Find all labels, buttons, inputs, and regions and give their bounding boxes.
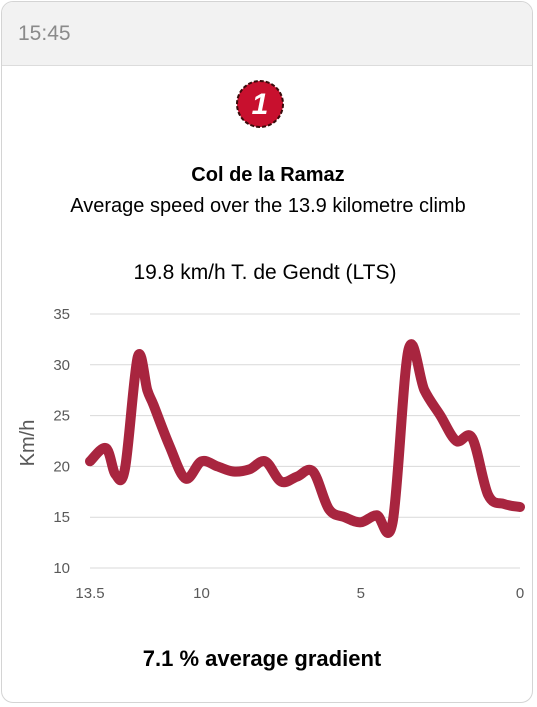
x-tick-labels: 13.5 10 5 0	[75, 585, 524, 602]
x-tick-label: 10	[193, 585, 210, 602]
y-tick-label: 35	[53, 306, 70, 323]
badge-number: 1	[252, 88, 269, 121]
x-tick-label: 13.5	[75, 585, 104, 602]
record-text: 19.8 km/h T. de Gendt (LTS)	[133, 261, 397, 284]
status-bar	[2, 2, 532, 66]
y-axis-label: Km/h	[17, 420, 39, 467]
y-tick-label: 20	[53, 458, 70, 475]
climb-subtitle: Average speed over the 13.9 kilometre cl…	[70, 195, 466, 217]
x-tick-label: 5	[357, 585, 365, 602]
y-tick-label: 30	[53, 357, 70, 374]
y-tick-label: 25	[53, 408, 70, 425]
series-line	[85, 339, 525, 538]
y-tick-labels: 10 15 20 25 30 35	[53, 306, 70, 577]
y-tick-label: 10	[53, 560, 70, 577]
average-gradient: 7.1 % average gradient	[142, 646, 382, 671]
status-time: 15:45	[18, 22, 71, 45]
speed-chart: 10 15 20 25 30 35 13.5 10 5 0 Km/h	[17, 306, 525, 602]
badge-circle	[236, 80, 284, 128]
climb-title: Col de la Ramaz	[191, 164, 345, 186]
y-tick-label: 15	[53, 509, 70, 526]
stage-number-badge: 1	[236, 80, 284, 128]
x-tick-label: 0	[516, 585, 524, 602]
